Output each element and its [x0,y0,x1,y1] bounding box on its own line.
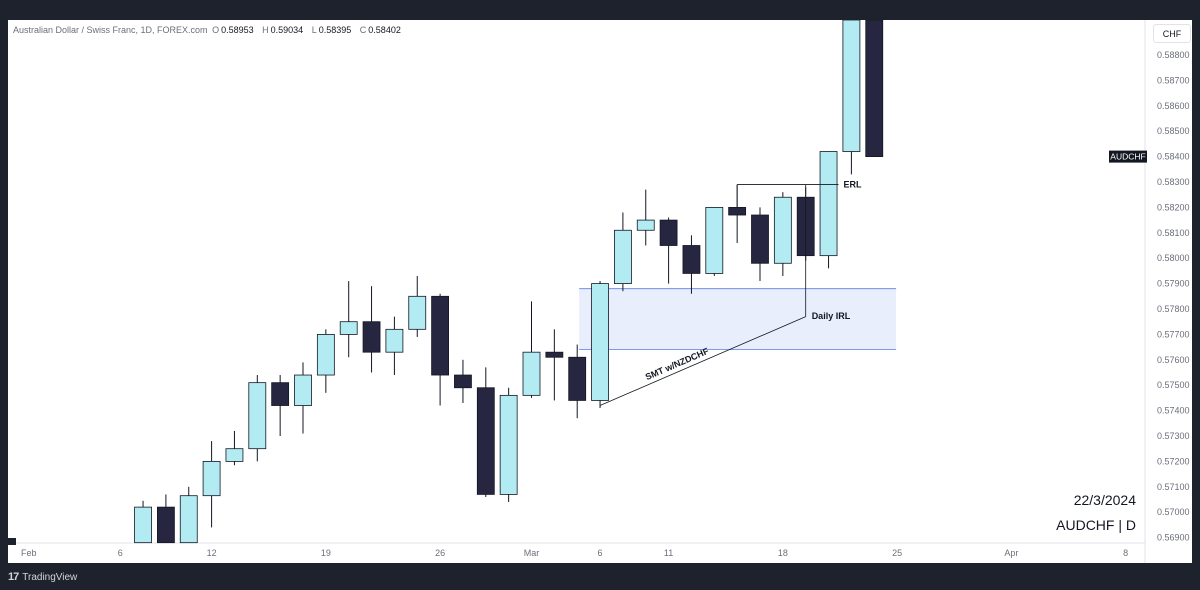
y-tick-label: 0.57900 [1157,279,1190,289]
erl-label: ERL [844,180,863,190]
candle-body [636,219,655,231]
y-tick-label: 0.57000 [1157,507,1190,517]
y-tick-label: 0.57100 [1157,482,1190,492]
ohlc-close-label: C [359,25,367,35]
candle-body [134,506,152,544]
panel-edge-tab [8,538,16,545]
candle-body [819,151,838,257]
y-tick-label: 0.56900 [1157,533,1190,543]
price-badge-label: AUDCHF [1110,152,1145,162]
irl-label: Daily IRL [812,311,851,321]
x-tick-label: Apr [1004,548,1018,558]
candle-body [842,20,861,152]
note-date: 22/3/2024 [1073,492,1136,508]
smt-line [599,316,806,406]
ohlc-low-label: L [311,25,317,35]
x-tick-label: 25 [892,548,902,558]
y-tick-label: 0.58500 [1157,126,1190,136]
y-tick-label: 0.57600 [1157,355,1190,365]
y-tick-label: 0.58300 [1157,177,1190,187]
x-tick-label: 19 [321,548,331,558]
currency-button[interactable]: CHF [1153,24,1191,43]
chart-panel[interactable]: ERL Daily IRL SMT w/NZDCHF 0.58800 0.58700 0.… [8,20,1192,563]
x-tick-label: 6 [598,548,603,558]
candle-body [705,206,724,274]
footer-brand-text: TradingView [22,571,78,583]
candle-body [568,356,587,401]
y-tick-label: 0.58100 [1157,228,1190,238]
candle-body [271,382,290,406]
candle-body [476,387,495,495]
candle-body [499,394,518,495]
candle-body [248,382,267,450]
candle-body [773,196,792,264]
candle-body [385,328,404,353]
x-tick-label: 18 [778,548,788,558]
candle-body [339,321,358,335]
candle-body [408,295,427,330]
footer-brand[interactable]: 17 TradingView [8,568,77,586]
note-symbol: AUDCHF | D [1056,517,1136,533]
x-tick-label: 6 [118,548,123,558]
y-tick-label: 0.57200 [1157,456,1190,466]
candle-body [202,460,221,497]
y-tick-label: 0.58600 [1157,101,1190,111]
y-tick-label: 0.58200 [1157,202,1190,212]
ohlc-low-value: 0.58395 [318,25,352,35]
x-tick-label: Mar [524,548,540,558]
y-tick-label: 0.57400 [1157,406,1190,416]
ohlc-high-value: 0.59034 [270,25,304,35]
y-tick-label: 0.57700 [1157,329,1190,339]
symbol-description: Australian Dollar / Swiss Franc, 1D, FOR… [13,25,208,35]
candle-body [545,351,564,358]
candle-body [591,283,609,401]
y-tick-label: 0.58000 [1157,253,1190,263]
smt-label: SMT w/NZDCHF [644,346,711,382]
candle-body [179,495,198,544]
candle-body [728,206,747,216]
x-tick-label: 12 [207,548,217,558]
candle-body [454,374,472,389]
candle-body [225,448,244,462]
x-tick-label: 11 [664,548,673,558]
candle-body [682,245,701,274]
chart-plot[interactable]: ERL Daily IRL SMT w/NZDCHF 0.58800 0.58700 0.… [8,20,1192,563]
ohlc-close-value: 0.58402 [368,25,401,35]
y-tick-label: 0.57800 [1157,304,1190,314]
candle-body [362,321,381,353]
tradingview-logo-icon: 17 [8,571,19,583]
candle-body [614,229,632,284]
x-tick-label: 26 [435,548,445,558]
symbol-legend: Australian Dollar / Swiss Franc, 1D, FOR… [13,25,407,35]
candle-body [316,333,335,376]
irl-zone [579,288,897,350]
y-tick-label: 0.58800 [1157,50,1190,60]
candle-body [431,295,450,376]
ohlc-open-label: O [212,25,220,35]
candle-body [751,214,769,264]
y-tick-label: 0.57500 [1157,380,1190,390]
y-tick-label: 0.58700 [1157,75,1190,85]
x-tick-label: 8 [1123,548,1128,558]
candle-body [865,20,884,158]
candle-body [522,351,541,396]
ohlc-open-value: 0.58953 [221,25,254,35]
y-tick-label: 0.58400 [1157,152,1190,162]
y-tick-label: 0.57300 [1157,431,1190,441]
price-badge [1109,150,1147,163]
x-tick-label: Feb [21,548,37,558]
ohlc-high-label: H [262,25,269,35]
candle-body [659,219,678,246]
candle-body [294,374,312,406]
candle-body [156,506,175,544]
